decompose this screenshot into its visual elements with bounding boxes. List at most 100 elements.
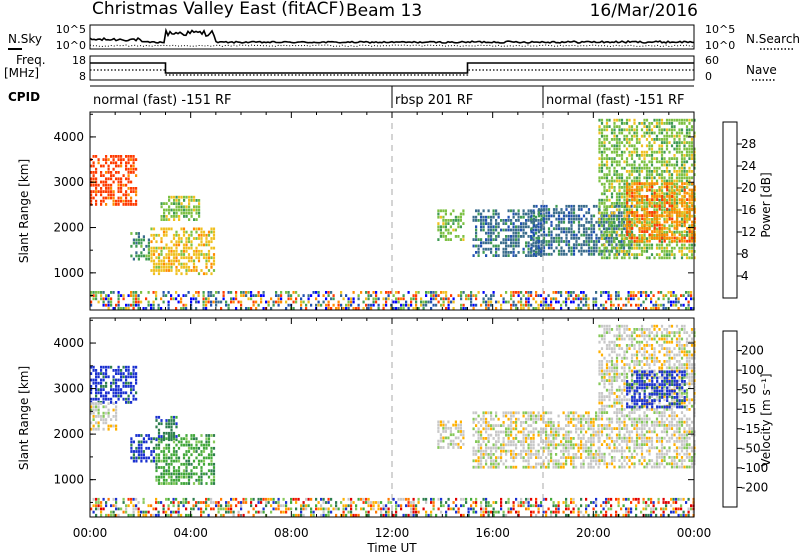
data-cell — [540, 243, 543, 247]
data-cell — [178, 199, 181, 202]
data-cell — [222, 294, 225, 297]
data-cell — [645, 243, 649, 247]
data-cell — [117, 378, 120, 382]
data-cell — [623, 240, 626, 244]
data-cell — [686, 211, 689, 214]
data-cell — [613, 179, 616, 183]
data-cell — [95, 421, 98, 425]
data-cell — [178, 218, 181, 221]
data-cell — [505, 443, 508, 447]
data-cell — [555, 227, 558, 231]
data-cell — [615, 154, 619, 157]
data-cell — [497, 417, 500, 421]
data-cell — [686, 220, 689, 224]
data-cell — [132, 291, 135, 294]
data-cell — [658, 195, 661, 198]
data-cell — [537, 307, 540, 310]
data-cell — [600, 118, 604, 122]
data-cell — [480, 417, 483, 421]
data-cell — [552, 446, 555, 450]
data-cell — [155, 453, 158, 457]
data-cell — [631, 227, 634, 230]
data-cell — [643, 246, 646, 250]
noise-sky-line — [89, 27, 695, 44]
data-cell — [127, 397, 130, 401]
data-cell — [605, 427, 609, 430]
data-cell — [627, 294, 630, 297]
data-cell — [482, 417, 485, 421]
data-cell — [182, 253, 186, 256]
data-cell — [490, 449, 493, 453]
data-cell — [115, 203, 118, 206]
noise-right-tick-bottom: 10^0 — [705, 39, 735, 52]
data-cell — [115, 171, 118, 174]
data-cell — [475, 411, 478, 415]
data-cell — [582, 443, 585, 447]
data-cell — [676, 227, 679, 230]
data-cell — [375, 294, 378, 297]
data-cell — [490, 241, 493, 245]
data-cell — [527, 291, 530, 294]
data-cell — [603, 243, 606, 247]
data-cell — [205, 265, 208, 269]
data-cell — [157, 256, 161, 260]
data-cell — [520, 443, 523, 447]
data-cell — [557, 291, 560, 294]
data-cell — [575, 411, 578, 415]
data-cell — [603, 134, 606, 138]
data-cell — [547, 417, 550, 421]
data-cell — [532, 224, 536, 227]
data-cell — [615, 388, 619, 392]
data-cell — [597, 433, 600, 437]
data-cell — [542, 300, 545, 304]
data-cell — [613, 166, 616, 170]
data-cell — [620, 157, 624, 160]
data-cell — [675, 198, 679, 202]
data-cell — [661, 214, 664, 217]
data-cell — [560, 220, 563, 224]
data-cell — [535, 456, 538, 459]
data-cell — [557, 243, 561, 247]
data-cell — [175, 269, 178, 272]
data-cell — [620, 240, 623, 243]
data-cell — [587, 421, 590, 424]
data-cell — [462, 209, 465, 213]
data-cell — [666, 236, 669, 240]
data-cell — [162, 453, 166, 457]
data-cell — [142, 307, 145, 310]
data-cell — [197, 446, 201, 450]
data-cell — [107, 391, 110, 395]
data-cell — [485, 215, 488, 219]
data-cell — [510, 421, 513, 424]
data-cell — [650, 224, 654, 228]
data-cell — [618, 141, 621, 144]
data-cell — [297, 294, 300, 297]
data-cell — [492, 453, 495, 456]
data-cell — [110, 388, 113, 391]
data-cell — [210, 472, 213, 476]
data-cell — [170, 265, 173, 269]
data-cell — [683, 204, 686, 208]
data-cell — [552, 462, 555, 466]
data-cell — [117, 297, 120, 301]
noise-right-tick-top: 10^5 — [705, 23, 735, 36]
data-cell — [505, 244, 508, 248]
data-cell — [572, 214, 576, 218]
data-cell — [168, 211, 171, 215]
data-cell — [102, 385, 105, 388]
data-cell — [90, 303, 93, 307]
data-cell — [620, 379, 624, 382]
data-cell — [492, 424, 495, 427]
data-cell — [651, 230, 654, 233]
data-cell — [522, 247, 525, 251]
data-cell — [675, 294, 678, 297]
data-cell — [122, 391, 125, 395]
data-cell — [623, 128, 626, 132]
data-cell — [663, 227, 666, 230]
data-cell — [202, 303, 205, 307]
data-cell — [638, 243, 641, 247]
data-cell — [330, 291, 333, 294]
data-cell — [167, 262, 171, 266]
data-cell — [608, 379, 611, 382]
data-cell — [115, 161, 118, 165]
